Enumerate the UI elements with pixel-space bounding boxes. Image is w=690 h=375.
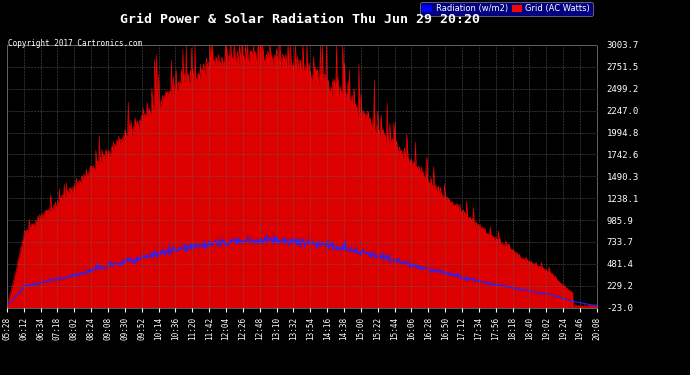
Text: Copyright 2017 Cartronics.com: Copyright 2017 Cartronics.com xyxy=(8,39,142,48)
Legend: Radiation (w/m2), Grid (AC Watts): Radiation (w/m2), Grid (AC Watts) xyxy=(420,2,593,16)
Text: Grid Power & Solar Radiation Thu Jun 29 20:20: Grid Power & Solar Radiation Thu Jun 29 … xyxy=(120,13,480,26)
